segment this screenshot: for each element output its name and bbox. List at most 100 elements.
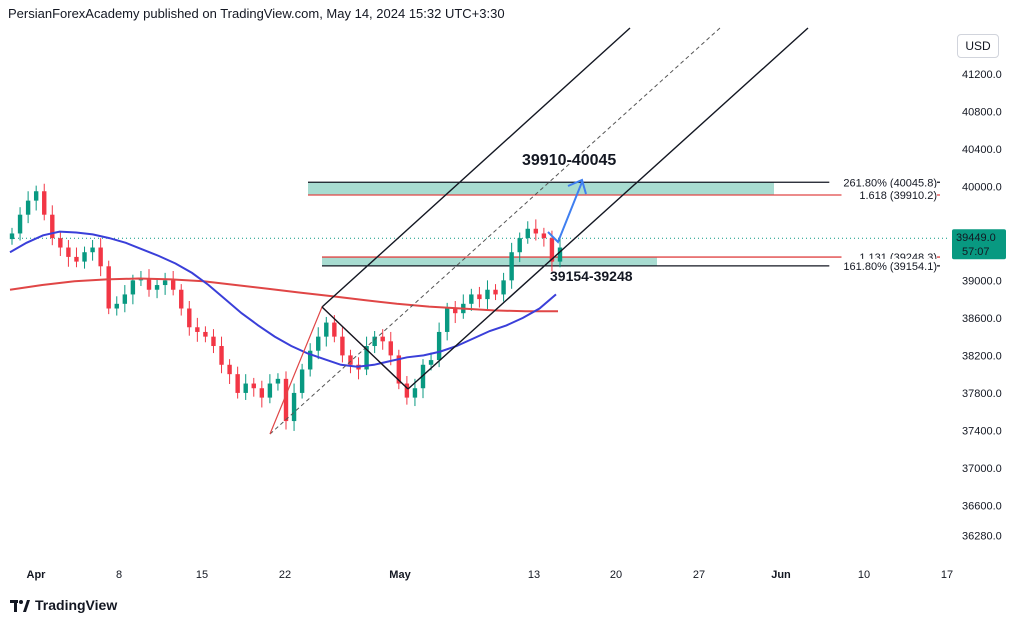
projection-arrowhead <box>567 178 587 195</box>
fib-levels: 261.80% (40045.8)1.618 (39910.2)1.131 (3… <box>10 175 948 273</box>
y-tick-label: 36600.0 <box>962 500 1002 512</box>
candle-body <box>259 388 265 398</box>
candle-body <box>130 280 136 295</box>
lower-target-zone <box>322 257 657 266</box>
y-tick-label: 40000.0 <box>962 182 1002 194</box>
slow-moving-average <box>9 277 558 313</box>
upper-zone-annotation: 39910-40045 <box>522 152 616 169</box>
candle-body <box>162 280 168 286</box>
candle-body <box>517 238 522 253</box>
x-tick-label: Jun <box>771 569 791 581</box>
candle-body <box>388 341 393 356</box>
candle-body <box>557 247 563 262</box>
price-tag-box <box>952 229 1006 260</box>
candle-body <box>372 336 377 347</box>
candle-body <box>436 331 442 361</box>
y-tick-label: 38600.0 <box>962 313 1002 325</box>
candle-body <box>179 289 184 309</box>
projection-leg <box>321 306 409 390</box>
candle-body <box>283 378 289 422</box>
candle-body <box>114 303 119 309</box>
candle-body <box>82 252 87 262</box>
candle-body <box>227 364 232 375</box>
candle-body <box>420 364 426 389</box>
candle-body <box>509 252 514 281</box>
candle-body <box>291 392 297 422</box>
candle-body <box>412 388 418 398</box>
candle-body <box>428 360 434 365</box>
candle-body <box>170 280 176 290</box>
candle-body <box>444 308 450 332</box>
candle-body <box>98 247 103 267</box>
candle-body <box>17 214 23 234</box>
fib-label: 161.80% (39154.1) <box>843 261 937 273</box>
candle-body <box>122 294 128 304</box>
candles <box>9 183 563 431</box>
fib-label-bg <box>841 187 937 201</box>
candle-body <box>477 294 482 300</box>
candle-body <box>211 336 216 347</box>
x-tick-label: 27 <box>693 569 705 581</box>
candle-body <box>90 247 95 253</box>
x-tick-label: May <box>389 569 411 581</box>
target-zones <box>308 182 774 266</box>
candle-body <box>549 238 555 262</box>
bar-countdown: 57:07 <box>962 246 990 258</box>
candle-body <box>154 285 160 290</box>
candle-body <box>404 383 410 398</box>
y-tick-label: 39000.0 <box>962 275 1002 287</box>
x-tick-label: 10 <box>858 569 870 581</box>
currency-selector[interactable]: USD <box>957 34 999 58</box>
y-tick-label: 40800.0 <box>962 107 1002 119</box>
candle-body <box>66 247 71 257</box>
upper-target-zone <box>308 182 774 195</box>
candle-body <box>58 238 63 248</box>
candle-body <box>396 355 402 384</box>
y-tick-label: 41200.0 <box>962 69 1002 81</box>
moving-averages <box>9 230 558 368</box>
candle-body <box>533 228 539 234</box>
channel-drawings <box>269 27 809 435</box>
y-tick-label: 37400.0 <box>962 425 1002 437</box>
y-tick-label: 40400.0 <box>962 144 1002 156</box>
fib-label-bg <box>829 175 937 189</box>
candle-body <box>348 355 353 365</box>
candle-body <box>106 266 111 309</box>
candle-body <box>195 327 200 332</box>
publish-header: PersianForexAcademy published on Trading… <box>8 6 505 21</box>
channel-median-line <box>269 27 721 435</box>
tradingview-logo[interactable]: TradingView <box>10 597 117 613</box>
candle-body <box>299 369 305 393</box>
fast-moving-average <box>9 230 557 368</box>
x-tick-label: Apr <box>27 569 47 581</box>
candle-body <box>307 350 313 370</box>
channel-upper-line <box>321 27 631 308</box>
x-tick-label: 8 <box>116 569 122 581</box>
channel-lower-line <box>407 27 809 390</box>
annotations: 39910-40045 39154-39248 <box>522 152 633 284</box>
lower-zone-annotation: 39154-39248 <box>550 268 633 284</box>
candle-body <box>33 191 39 201</box>
candle-body <box>203 331 208 337</box>
candle-body <box>243 383 248 393</box>
candle-body <box>332 322 337 337</box>
y-tick-label: 38200.0 <box>962 350 1002 362</box>
candle-body <box>469 294 474 304</box>
brand-name: TradingView <box>35 597 118 613</box>
x-tick-label: 17 <box>941 569 953 581</box>
y-tick-label: 37800.0 <box>962 388 1002 400</box>
candle-body <box>25 200 31 215</box>
x-tick-label: 22 <box>279 569 291 581</box>
candle-body <box>316 336 321 351</box>
x-tick-label: 15 <box>196 569 208 581</box>
candle-body <box>324 322 329 337</box>
candle-body <box>50 214 55 239</box>
fib-label: 261.80% (40045.8) <box>843 177 937 189</box>
candle-body <box>275 378 281 384</box>
y-tick-label: 37000.0 <box>962 463 1002 475</box>
candle-body <box>340 336 345 356</box>
time-axis: Apr 8 15 22 May 13 20 27 Jun 10 17 <box>27 569 954 581</box>
candle-body <box>42 191 47 215</box>
projection-arrow-line <box>547 181 583 244</box>
